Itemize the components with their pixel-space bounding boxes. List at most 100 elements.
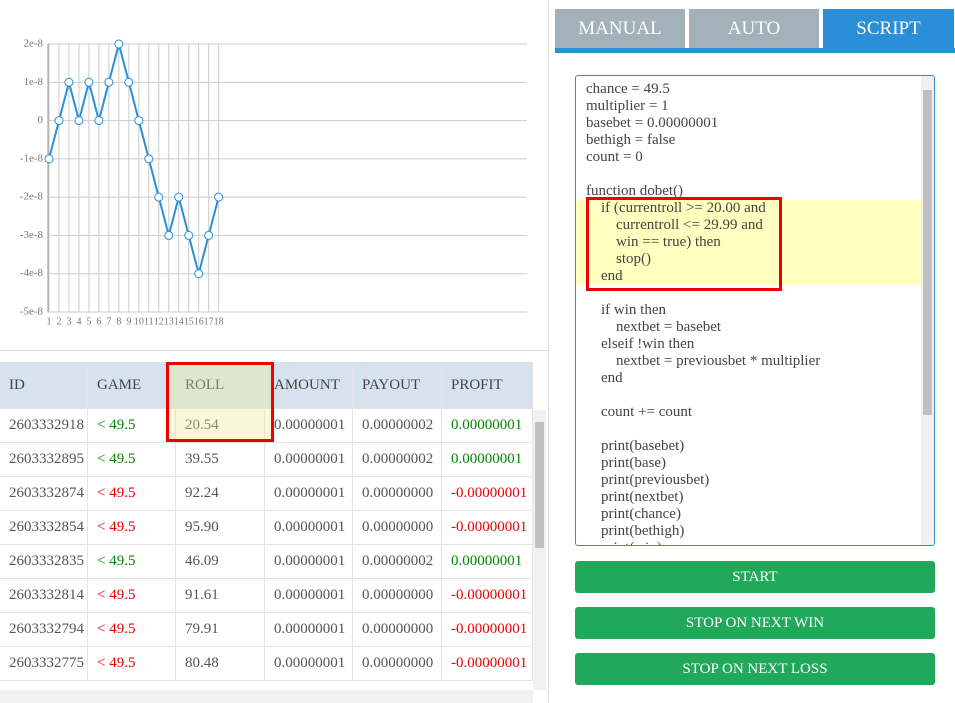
code-line: win == true) then <box>576 234 934 251</box>
code-line: print(nextbet) <box>586 489 684 505</box>
code-line: end <box>586 370 623 386</box>
point <box>64 77 74 87</box>
tab[interactable]: MANUAL <box>555 9 685 48</box>
table-cell: 92.24 <box>176 476 265 510</box>
table-cell: 0.00000000 <box>353 476 442 510</box>
table-row: 2603332854 < 49.5 95.90 0.00000001 0.0000000… <box>0 510 533 545</box>
table-cell: 2603332835 <box>0 544 88 578</box>
h-scrollbar[interactable] <box>0 690 533 703</box>
code-line: print(previousbet) <box>586 472 710 488</box>
point <box>44 154 54 164</box>
table-cell: < 49.5 <box>88 544 176 578</box>
code-line: basebet = 0.00000001 <box>586 115 719 131</box>
x-tick-label: 13 <box>164 316 174 327</box>
code-line: end <box>576 268 934 285</box>
table-cell: 2603332775 <box>0 646 88 680</box>
table-cell: 0.00000001 <box>265 544 353 578</box>
table-cell: 46.09 <box>176 544 265 578</box>
code-block: chance = 49.5 multiplier = 1 basebet = 0.0… <box>576 81 934 166</box>
point <box>124 77 134 87</box>
x-tick-label: 16 <box>194 316 204 327</box>
table-cell: 2603332918 <box>0 408 88 442</box>
code-line: print(base) <box>586 455 666 471</box>
table-cell: 2603332794 <box>0 612 88 646</box>
point <box>84 77 94 87</box>
code-line: nextbet = basebet <box>586 319 722 335</box>
x-tick-label: 9 <box>126 316 131 327</box>
left-panel: 2e-8 1e-8 0 -1e-8 -2e-8 -3e-8 -4e-8 -5e-8 1 2 3 4 5 6… <box>0 0 549 703</box>
column-header: ID <box>0 362 88 408</box>
code-block: function dobet() if (currentroll >= 20.0… <box>576 183 934 285</box>
table-cell: 0.00000001 <box>265 442 353 476</box>
table-cell: 0.00000000 <box>353 646 442 680</box>
table-cell: < 49.5 <box>88 612 176 646</box>
tab[interactable]: AUTO <box>689 9 819 48</box>
table-cell: 0.00000001 <box>442 544 533 578</box>
bets-table: ID GAME ROLL AMOUNT PAYOUT PROFIT 2603332918 < … <box>0 362 533 692</box>
table-cell: 2603332854 <box>0 510 88 544</box>
point <box>154 192 164 202</box>
table-cell: 0.00000002 <box>353 408 442 442</box>
point <box>164 230 174 240</box>
code-line: function dobet() <box>586 183 684 199</box>
table-row: 2603332874 < 49.5 92.24 0.00000001 0.0000000… <box>0 476 533 511</box>
x-tick-label: 6 <box>96 316 101 327</box>
x-tick-label: 3 <box>66 316 71 327</box>
chart: 2e-81e-80-1e-8-2e-8-3e-8-4e-8-5e-81 2 3 4 5 6… <box>20 38 527 327</box>
table-cell: -0.00000001 <box>442 612 533 646</box>
table-cell: < 49.5 <box>88 408 176 442</box>
code-line: elseif !win then <box>586 336 695 352</box>
point <box>94 116 104 126</box>
code-line: count += count <box>586 404 693 420</box>
point <box>194 269 204 279</box>
table-row: 2603332814 < 49.5 91.61 0.00000001 0.0000000… <box>0 578 533 613</box>
column-header: PAYOUT <box>353 362 442 408</box>
divider <box>0 350 548 351</box>
x-tick-label: 8 <box>116 316 121 327</box>
point <box>204 230 214 240</box>
table-cell: 0.00000002 <box>353 442 442 476</box>
point <box>174 192 184 202</box>
highlight-box <box>166 362 274 442</box>
point <box>184 230 194 240</box>
y-tick-label: 0 <box>38 114 44 126</box>
code-line: print(win) <box>576 540 934 545</box>
table-cell: < 49.5 <box>88 442 176 476</box>
x-tick-label: 7 <box>106 316 111 327</box>
code-line: currentroll <= 29.99 and <box>576 217 934 234</box>
column-header: PROFIT <box>442 362 533 408</box>
code-line: print(bethigh) <box>586 523 685 539</box>
table-cell: -0.00000001 <box>442 578 533 612</box>
column-header: GAME <box>88 362 176 408</box>
x-tick-label: 4 <box>76 316 81 327</box>
x-tick-label: 5 <box>86 316 91 327</box>
table-cell: < 49.5 <box>88 646 176 680</box>
table-cell: -0.00000001 <box>442 510 533 544</box>
code-block: print(basebet) print(base) print(previou… <box>576 438 934 545</box>
table-cell: 20.54 <box>176 408 265 442</box>
button[interactable]: STOP ON NEXT LOSS <box>575 653 935 685</box>
table-row: 2603332775 < 49.5 80.48 0.00000001 0.0000000… <box>0 646 533 681</box>
button[interactable]: STOP ON NEXT WIN <box>575 607 935 639</box>
script-editor[interactable]: chance = 49.5 multiplier = 1 basebet = 0.0… <box>575 75 935 546</box>
code-line: print(basebet) <box>586 438 685 454</box>
table-cell: 0.00000000 <box>353 510 442 544</box>
table-cell: -0.00000001 <box>442 646 533 680</box>
scrollbar[interactable] <box>533 410 546 690</box>
x-tick-label: 12 <box>154 316 164 327</box>
table-cell: 0.00000001 <box>265 408 353 442</box>
table-header: ID GAME ROLL AMOUNT PAYOUT PROFIT <box>0 362 533 409</box>
table-cell: 0.00000001 <box>442 408 533 442</box>
table-cell: 2603332874 <box>0 476 88 510</box>
button[interactable]: START <box>575 561 935 593</box>
table-cell: 0.00000001 <box>442 442 533 476</box>
point <box>114 39 124 49</box>
table-cell: 0.00000002 <box>353 544 442 578</box>
table-row: 2603332835 < 49.5 46.09 0.00000001 0.0000000… <box>0 544 533 579</box>
code-line: print(chance) <box>586 506 681 522</box>
tab[interactable]: SCRIPT <box>823 9 954 48</box>
x-tick-label: 15 <box>184 316 194 327</box>
code-block: if win then nextbet = basebet elseif !wi… <box>576 302 934 387</box>
x-tick-label: 11 <box>144 316 154 327</box>
point <box>74 116 84 126</box>
